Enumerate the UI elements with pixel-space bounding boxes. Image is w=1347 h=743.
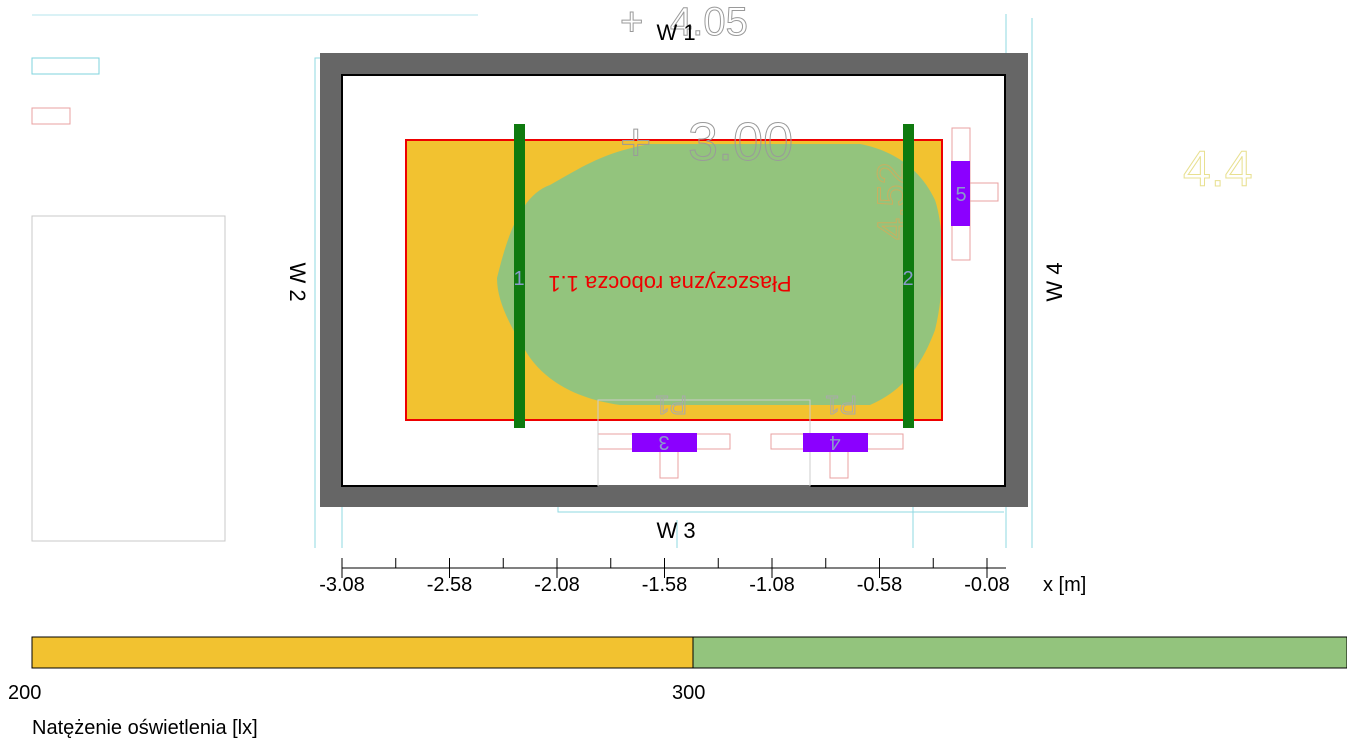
legend-title: Natężenie oświetlenia [lx]: [32, 717, 258, 739]
height-right: 4.4: [1183, 141, 1253, 197]
wall-label-w4: W 4: [1042, 262, 1067, 301]
work-plane-label: Płaszczyzna robocza 1.1: [548, 271, 791, 296]
luminaire-label-3: 3: [658, 431, 669, 453]
x-axis-tick-label: -0.08: [964, 574, 1010, 596]
luminaire-box-5[interactable]: [951, 161, 970, 226]
legend-min-label: 200: [8, 682, 42, 704]
x-axis-tick-label: -3.08: [319, 574, 365, 596]
marker-p1-left: P1: [655, 390, 687, 420]
wall-label-w3: W 3: [656, 518, 695, 543]
height-center: 3.00: [688, 112, 793, 172]
work-plane-border: [405, 139, 943, 421]
luminaire-label-1: 1: [513, 268, 524, 290]
height-center-cross: +: [620, 112, 652, 172]
luminaire-box-4[interactable]: [803, 433, 868, 452]
x-axis-tick-label: -2.58: [427, 574, 473, 596]
x-axis-unit: x [m]: [1043, 574, 1086, 596]
x-axis-tick-label: -1.08: [749, 574, 795, 596]
luminaire-label-2: 2: [902, 268, 913, 290]
left-remnants: [31, 14, 478, 542]
luminaire-label-4: 4: [829, 431, 840, 453]
legend-swatch-high: [692, 636, 1347, 669]
isolux-300-contour: [497, 144, 943, 405]
outline-rect: [31, 107, 71, 125]
guide-rect: [31, 57, 100, 75]
wall-label-w2: W 2: [285, 262, 310, 301]
marker-p1-right: P1: [825, 390, 857, 420]
x-axis-tick-label: -0.58: [857, 574, 903, 596]
luminaire-label-5: 5: [955, 184, 966, 206]
luminaire-box-3[interactable]: [632, 433, 697, 452]
x-axis-tick-label: -1.58: [642, 574, 688, 596]
x-axis: -3.08 -2.58 -2.08 -1.58 -1.08 -0.58 -0.08: [319, 558, 1010, 596]
luminaire-bar-1[interactable]: [514, 124, 525, 428]
wall-label-w1: W 1: [656, 20, 695, 45]
height-top: 4.05: [670, 0, 748, 44]
adjacent-room-outline: [31, 215, 226, 542]
x-axis-tick-label: -2.08: [534, 574, 580, 596]
luminaire-bar-2[interactable]: [903, 124, 914, 428]
legend-swatch-low: [31, 636, 694, 669]
legend-mid-label: 300: [672, 682, 706, 704]
height-top-cross: +: [620, 0, 643, 44]
